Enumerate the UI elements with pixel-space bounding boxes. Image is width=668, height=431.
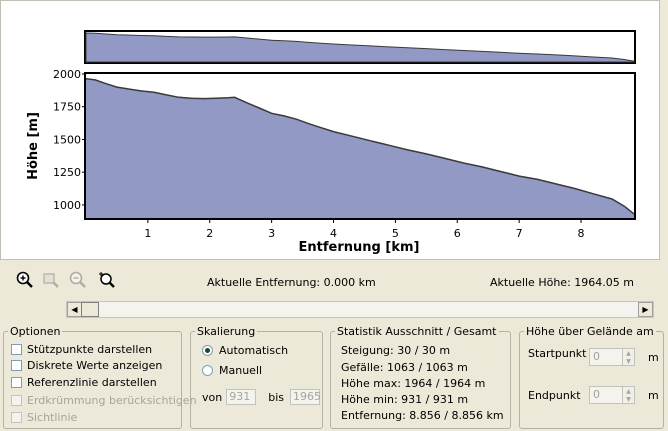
scaling-manual-option[interactable]: Manuell — [202, 364, 262, 377]
scaling-range-row: von 931 bis 1965 — [202, 389, 321, 405]
x-axis-ticks: 1 2 3 4 5 6 7 8 — [144, 219, 585, 240]
start-point-spinner[interactable]: 0 ▲ ▼ — [589, 348, 635, 366]
start-point-label: Startpunkt — [528, 347, 587, 360]
option-item[interactable]: Referenzlinie darstellen — [11, 376, 157, 389]
option-label: Diskrete Werte anzeigen — [27, 359, 163, 372]
scaling-from-label: von — [202, 390, 223, 404]
scaling-manual-label: Manuell — [219, 364, 263, 377]
x-tick-label: 7 — [516, 227, 523, 240]
overview-area — [85, 32, 635, 63]
scroll-left-button[interactable]: ◀ — [67, 302, 82, 317]
spin-down-icon[interactable]: ▼ — [626, 357, 631, 365]
option-label: Referenzlinie darstellen — [27, 376, 157, 389]
checkbox[interactable] — [11, 412, 22, 423]
end-point-unit: m — [648, 389, 659, 402]
terrain-height-group: Höhe über Gelände am — [519, 325, 664, 429]
end-point-label: Endpunkt — [528, 389, 581, 402]
profile-scrollbar[interactable]: ◀ ▶ — [66, 301, 654, 318]
scaling-from-field[interactable]: 931 — [226, 389, 257, 405]
radio-button[interactable] — [202, 345, 213, 356]
y-tick-label: 1000 — [53, 199, 81, 212]
checkbox[interactable] — [11, 344, 22, 355]
zoom-in-icon[interactable] — [15, 270, 35, 290]
stat-line: Steigung: 30 / 30 m — [341, 344, 451, 357]
x-tick-label: 1 — [144, 227, 151, 240]
option-item[interactable]: Stützpunkte darstellen — [11, 343, 152, 356]
stat-line: Gefälle: 1063 / 1063 m — [341, 361, 468, 374]
spin-up-icon[interactable]: ▲ — [626, 387, 631, 395]
scaling-auto-label: Automatisch — [219, 344, 289, 357]
x-axis-label: Entfernung [km] — [299, 240, 420, 255]
stat-line: Höhe max: 1964 / 1964 m — [341, 377, 486, 390]
stat-line: Höhe min: 931 / 931 m — [341, 393, 469, 406]
y-tick-label: 1500 — [53, 133, 81, 146]
end-point-spinner[interactable]: 0 ▲ ▼ — [589, 386, 635, 404]
end-point-field[interactable]: 0 — [589, 386, 623, 404]
checkbox[interactable] — [11, 395, 22, 406]
terrain-height-group-title: Höhe über Gelände am — [526, 325, 654, 338]
x-tick-label: 2 — [206, 227, 213, 240]
current-height-readout: Aktuelle Höhe: 1964.05 m — [490, 276, 634, 289]
spin-down-icon[interactable]: ▼ — [626, 395, 631, 403]
x-tick-label: 8 — [578, 227, 585, 240]
x-tick-label: 5 — [392, 227, 399, 240]
elevation-area — [86, 78, 634, 218]
checkbox[interactable] — [11, 360, 22, 371]
start-point-spin-buttons[interactable]: ▲ ▼ — [623, 348, 635, 366]
options-group-title: Optionen — [10, 325, 61, 338]
checkbox[interactable] — [11, 377, 22, 388]
y-tick-label: 1750 — [53, 101, 81, 114]
zoom-out-icon[interactable] — [68, 270, 88, 290]
stat-line: Entfernung: 8.856 / 8.856 km — [341, 409, 504, 422]
profile-plot-area[interactable]: 2000 1750 1500 1250 1000 1 2 3 4 5 6 7 8 Höhe [m] E… — [0, 0, 660, 260]
y-tick-label: 2000 — [53, 68, 81, 81]
option-label: Stützpunkte darstellen — [27, 343, 153, 356]
scaling-to-label: bis — [268, 390, 284, 404]
option-item[interactable]: Sichtlinie — [11, 411, 77, 424]
zoom-extents-icon[interactable] — [41, 270, 61, 290]
x-tick-label: 3 — [268, 227, 275, 240]
x-tick-label: 4 — [330, 227, 337, 240]
elevation-line — [85, 77, 635, 215]
start-point-field[interactable]: 0 — [589, 348, 623, 366]
scrollbar-thumb[interactable] — [81, 302, 99, 317]
scaling-group-title: Skalierung — [197, 325, 256, 338]
scroll-right-button[interactable]: ▶ — [638, 302, 653, 317]
scaling-to-field[interactable]: 1965 — [290, 389, 321, 405]
start-point-unit: m — [648, 351, 659, 364]
arrow-left-icon: ◀ — [71, 305, 78, 314]
option-label: Erdkrümmung berücksichtigen — [27, 394, 197, 407]
y-tick-label: 1250 — [53, 166, 81, 179]
end-point-spin-buttons[interactable]: ▲ ▼ — [623, 386, 635, 404]
y-axis-ticks: 2000 1750 1500 1250 1000 — [53, 68, 86, 212]
statistics-group-title: Statistik Ausschnitt / Gesamt — [337, 325, 497, 338]
option-item[interactable]: Erdkrümmung berücksichtigen — [11, 394, 197, 407]
statistics-group: Statistik Ausschnitt / Gesamt — [330, 325, 511, 429]
option-item[interactable]: Diskrete Werte anzeigen — [11, 359, 162, 372]
y-axis-label: Höhe [m] — [26, 112, 41, 180]
arrow-right-icon: ▶ — [642, 305, 649, 314]
scaling-auto-option[interactable]: Automatisch — [202, 344, 288, 357]
x-tick-label: 6 — [454, 227, 461, 240]
elevation-profile-chart: 2000 1750 1500 1250 1000 1 2 3 4 5 6 7 8 Höhe [m] E… — [26, 30, 636, 255]
scaling-group: Skalierung — [190, 325, 323, 429]
spin-up-icon[interactable]: ▲ — [626, 349, 631, 357]
current-distance-readout: Aktuelle Entfernung: 0.000 km — [207, 276, 376, 289]
option-label: Sichtlinie — [27, 411, 78, 424]
options-group: Optionen — [3, 325, 182, 429]
zoom-window-icon[interactable] — [97, 270, 117, 290]
radio-button[interactable] — [202, 365, 213, 376]
